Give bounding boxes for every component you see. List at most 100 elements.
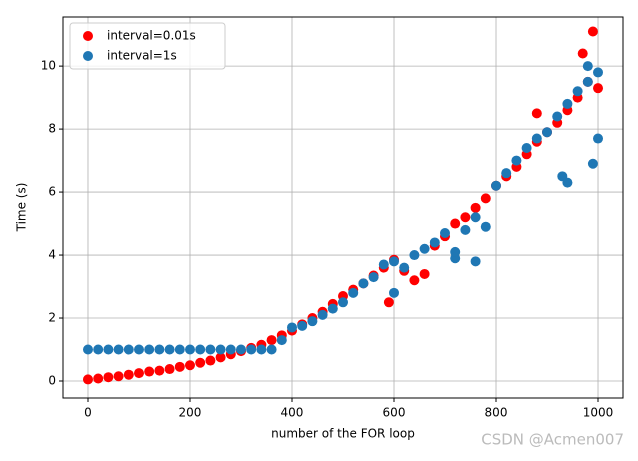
point	[450, 246, 461, 257]
point	[338, 297, 348, 308]
x-tick-label: 800	[485, 406, 508, 420]
x-tick-label: 200	[179, 406, 202, 420]
point	[419, 243, 430, 254]
point	[297, 320, 308, 331]
point	[593, 133, 604, 144]
point	[215, 344, 226, 355]
y-tick-label: 8	[48, 122, 56, 136]
point	[368, 272, 379, 283]
point	[133, 344, 144, 355]
point	[195, 344, 206, 355]
point	[266, 335, 277, 346]
legend-label: interval=0.01s	[107, 29, 196, 43]
point	[577, 48, 588, 59]
point	[470, 212, 481, 223]
point	[348, 287, 359, 298]
point	[246, 344, 257, 355]
point	[123, 344, 134, 355]
point	[266, 344, 277, 355]
point	[174, 344, 185, 355]
y-tick-label: 10	[41, 59, 56, 73]
x-tick-label: 0	[84, 406, 92, 420]
point	[511, 155, 522, 166]
point	[286, 322, 297, 333]
point	[378, 259, 389, 270]
y-tick-label: 2	[48, 311, 56, 325]
x-tick-label: 1000	[583, 406, 614, 420]
point	[82, 344, 93, 355]
point	[470, 256, 481, 267]
point	[205, 355, 216, 366]
x-axis-label: number of the FOR loop	[271, 427, 415, 441]
point	[215, 352, 226, 363]
point	[593, 83, 604, 94]
point	[103, 344, 114, 355]
point	[358, 278, 369, 289]
point	[593, 67, 604, 78]
point	[531, 133, 542, 144]
point	[572, 86, 583, 97]
point	[409, 275, 420, 286]
point	[470, 202, 481, 213]
point	[174, 361, 185, 372]
plot-frame	[62, 16, 624, 399]
legend-box	[69, 22, 226, 70]
y-tick-label: 4	[48, 248, 56, 262]
legend-marker	[83, 51, 93, 61]
point	[93, 373, 104, 384]
point	[123, 369, 134, 380]
x-tick-label: 600	[383, 406, 406, 420]
y-tick-label: 0	[48, 373, 56, 387]
point	[103, 372, 114, 383]
point	[113, 371, 124, 382]
point	[389, 256, 400, 267]
point	[552, 111, 563, 122]
point	[429, 237, 440, 248]
point	[164, 344, 175, 355]
point	[327, 303, 338, 314]
point	[144, 366, 155, 377]
point	[235, 344, 246, 355]
point	[419, 268, 430, 279]
point	[587, 158, 598, 169]
watermark: CSDN @Acmen007	[481, 431, 624, 449]
point	[225, 344, 236, 355]
point	[521, 142, 532, 153]
point	[383, 297, 394, 308]
x-tick-label: 400	[281, 406, 304, 420]
point	[399, 262, 410, 273]
point	[154, 365, 165, 376]
point	[582, 61, 593, 72]
point	[205, 344, 216, 355]
point	[195, 357, 206, 368]
point	[82, 374, 93, 385]
point	[480, 193, 491, 204]
y-tick-label: 6	[48, 185, 56, 199]
point	[307, 316, 318, 327]
point	[93, 344, 104, 355]
point	[491, 180, 502, 191]
point	[450, 218, 461, 229]
point	[460, 212, 471, 223]
point	[389, 287, 400, 298]
point	[164, 364, 175, 375]
point	[276, 335, 287, 346]
point	[154, 344, 165, 355]
point	[460, 224, 471, 235]
point	[409, 250, 420, 261]
point	[562, 177, 573, 188]
point	[440, 228, 451, 239]
point	[501, 168, 512, 179]
point	[113, 344, 124, 355]
legend-marker	[83, 31, 93, 41]
point	[184, 360, 195, 371]
point	[582, 76, 593, 87]
y-axis-label: Time (s)	[15, 183, 29, 233]
point	[531, 108, 542, 119]
point	[133, 368, 144, 379]
point	[562, 98, 573, 109]
point	[144, 344, 155, 355]
point	[317, 309, 328, 320]
point	[184, 344, 195, 355]
